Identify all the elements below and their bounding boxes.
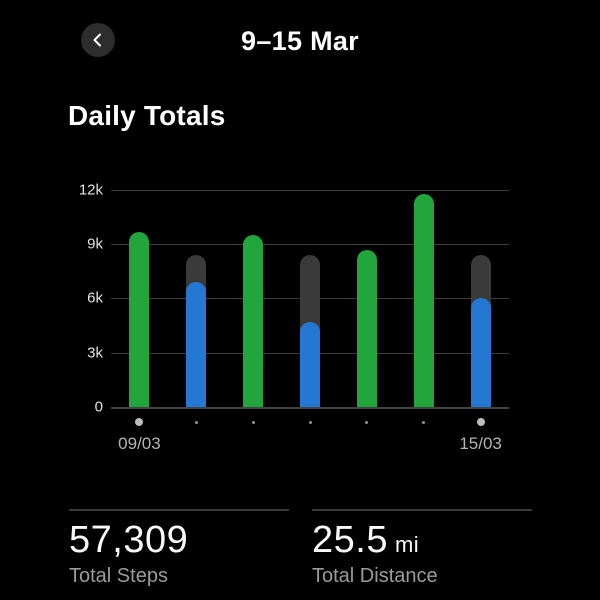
total-steps-label: Total Steps — [69, 564, 168, 587]
steps-bar — [186, 282, 207, 407]
x-axis-dots — [111, 418, 509, 426]
y-axis-label: 0 — [94, 398, 103, 416]
x-axis-labels: 09/03 15/03 — [111, 434, 509, 454]
bar-day-11/03[interactable] — [225, 190, 282, 407]
y-axis-label: 6k — [87, 289, 103, 307]
axis-dot — [194, 420, 198, 424]
x-axis-label — [338, 434, 395, 454]
page-title: 9–15 Mar — [241, 26, 359, 56]
y-axis-label: 9k — [87, 235, 103, 253]
bar-day-12/03[interactable] — [282, 190, 339, 407]
x-axis-label — [168, 434, 225, 454]
steps-bar — [129, 232, 150, 407]
dot-slot — [452, 418, 509, 426]
steps-bar — [356, 250, 377, 407]
axis-dot — [422, 420, 426, 424]
x-axis-label — [395, 434, 452, 454]
axis-dot — [135, 418, 144, 426]
bar-day-15/03[interactable] — [452, 190, 509, 407]
bar-day-13/03[interactable] — [338, 190, 395, 407]
dot-slot — [111, 418, 168, 426]
gridline — [111, 244, 509, 245]
steps-bar — [300, 322, 320, 407]
total-distance-number: 25.5 — [312, 519, 388, 561]
axis-dot — [476, 418, 485, 426]
section-title: Daily Totals — [68, 100, 226, 131]
total-steps-stat: 57,309 Total Steps — [69, 509, 289, 588]
dot-slot — [395, 418, 452, 426]
bar-day-14/03[interactable] — [395, 190, 452, 407]
dot-slot — [282, 418, 339, 426]
total-steps-number: 57,309 — [69, 519, 189, 561]
y-axis-label: 12k — [78, 181, 103, 199]
goal-track-bar — [300, 255, 320, 407]
axis-dot — [365, 420, 369, 424]
steps-bar — [243, 235, 264, 407]
axis-dot — [251, 420, 255, 424]
y-axis-label: 3k — [87, 344, 103, 362]
dot-slot — [338, 418, 395, 426]
axis-dot — [308, 420, 312, 424]
total-distance-unit: mi — [394, 532, 420, 557]
chevron-left-icon — [90, 32, 106, 48]
dot-slot — [225, 418, 282, 426]
steps-bar — [413, 194, 434, 407]
back-button[interactable] — [81, 23, 115, 57]
goal-track-bar — [186, 255, 207, 407]
total-distance-stat: 25.5 mi Total Distance — [312, 509, 532, 588]
bar-day-10/03[interactable] — [168, 190, 225, 407]
daily-totals-bar-chart: 0 3k 6k 9k 12k 09/03 15/03 — [68, 183, 509, 460]
y-axis: 0 3k 6k 9k 12k — [68, 183, 103, 415]
x-axis-label: 09/03 — [118, 434, 161, 453]
dot-slot — [168, 418, 225, 426]
plot-area — [111, 190, 509, 409]
total-distance-label: Total Distance — [312, 564, 438, 587]
bar-day-09/03[interactable] — [111, 190, 168, 407]
goal-track-bar — [470, 255, 491, 407]
x-axis-label — [282, 434, 339, 454]
gridline — [111, 190, 509, 191]
total-steps-value: 57,309 — [69, 519, 289, 562]
x-axis-label: 15/03 — [459, 434, 502, 453]
x-axis-label — [225, 434, 282, 454]
steps-bar — [470, 298, 491, 407]
total-distance-value: 25.5 mi — [312, 519, 532, 562]
